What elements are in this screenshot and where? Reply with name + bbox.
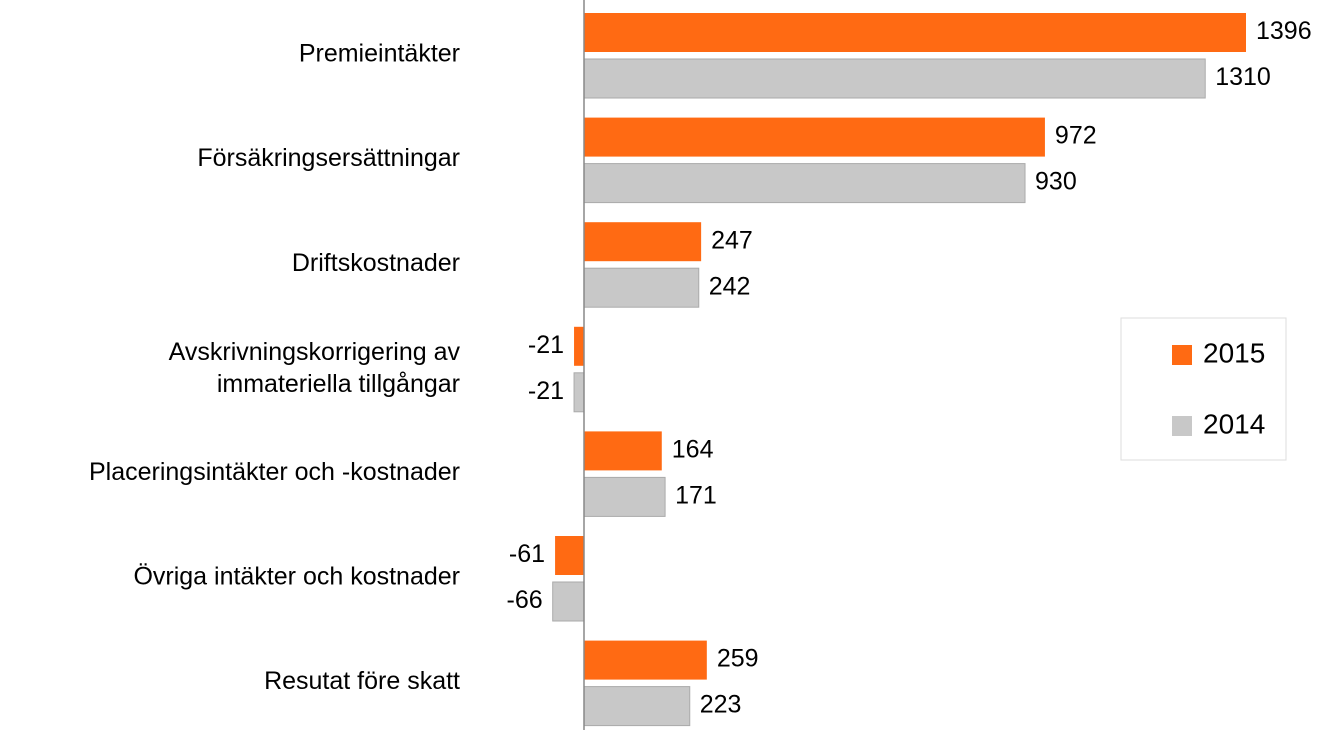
value-label: 242 [709,272,751,300]
bar [555,536,584,575]
value-label: -21 [528,331,564,359]
value-label: -21 [528,377,564,405]
bar [574,326,584,366]
legend-label: 2014 [1203,408,1265,439]
bar [584,222,702,262]
category-label: Övriga intäkter och kostnader [133,563,460,591]
value-label: 259 [717,645,759,673]
bar [584,640,707,680]
value-label: -61 [509,540,545,568]
value-label: 164 [672,436,714,464]
category-label: Resutat före skatt [264,667,460,695]
value-label: 972 [1055,122,1097,150]
bar [584,117,1045,157]
bar [583,686,691,727]
bar [584,431,662,471]
value-label: 223 [700,691,742,719]
legend-swatch [1172,416,1192,436]
value-label: -66 [507,586,543,614]
value-label: 171 [675,482,717,510]
legend-label: 2015 [1203,337,1265,368]
bar [584,13,1246,52]
value-label: 930 [1035,168,1077,196]
bar [552,581,585,622]
bar [583,476,666,517]
value-label: 247 [711,226,753,254]
bar [583,163,1026,204]
legend-box [1120,317,1287,461]
bar [573,372,585,413]
category-label: Placeringsintäkter och -kostnader [89,458,460,486]
category-label: Premieintäkter [299,40,460,68]
bar [583,267,700,308]
legend-swatch [1172,345,1192,365]
bar [583,58,1206,99]
category-label: Avskrivningskorrigering av immateriella t… [169,337,461,397]
value-label: 1396 [1256,17,1312,45]
category-label: Försäkringsersättningar [197,144,460,172]
category-label: Driftskostnader [292,249,460,277]
value-label: 1310 [1215,63,1271,91]
